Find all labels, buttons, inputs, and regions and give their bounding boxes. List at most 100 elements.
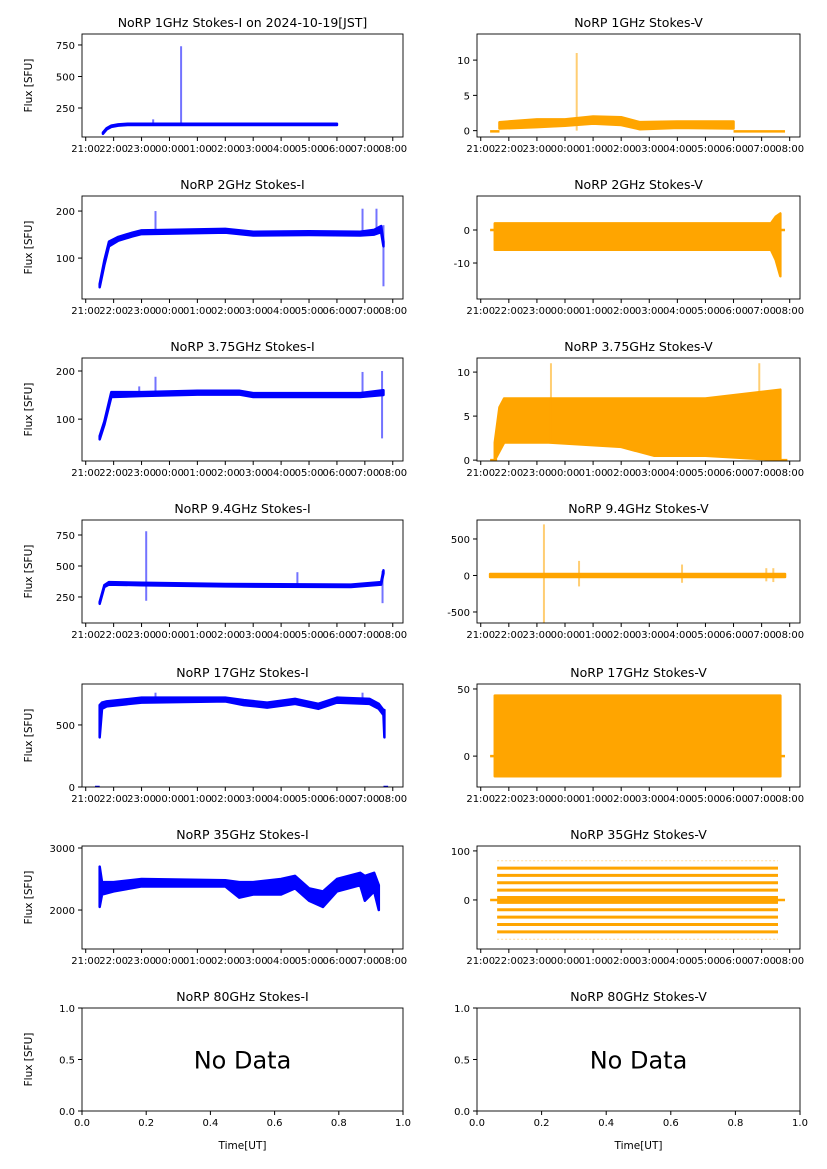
no-data-message: No Data [590,1047,688,1075]
x-tick-label: 04:00 [663,144,692,155]
axes-frame [81,683,404,788]
x-tick-label: 08:00 [775,956,804,967]
x-tick-label: 07:00 [350,794,379,805]
y-tick-label: 2000 [50,906,75,917]
x-tick-label: 0.0 [74,1118,90,1129]
x-tick-label: 05:00 [295,306,324,317]
data-band [98,696,386,739]
x-tick-label: 06:00 [323,144,352,155]
x-tick-label: 05:00 [691,956,720,967]
axes-frame [476,519,801,624]
x-tick-label: 21:00 [71,956,100,967]
x-tick-label: 21:00 [466,630,495,641]
axes-frame [81,519,404,624]
x-tick-label: 04:00 [663,306,692,317]
x-tick-label: 06:00 [323,794,352,805]
x-tick-label: 01:00 [579,306,608,317]
data-band [493,388,782,461]
axes-frame [476,683,801,788]
x-tick-label: 23:00 [127,468,156,479]
x-tick-label: 23:00 [127,794,156,805]
x-tick-label: 05:00 [295,794,324,805]
x-tick-label: 04:00 [267,956,296,967]
x-tick-label: 22:00 [99,306,128,317]
subplot-title: NoRP 80GHz Stokes-V [570,989,707,1004]
x-tick-label: 0.2 [534,1118,550,1129]
y-tick-label: 10 [457,368,470,379]
x-tick-label: 01:00 [579,956,608,967]
x-tick-label: 01:00 [183,956,212,967]
y-tick-label: 250 [56,593,75,604]
x-tick-label: 21:00 [71,306,100,317]
x-tick-label: 05:00 [691,794,720,805]
plot-area [98,208,385,289]
x-tick-label: 00:00 [155,468,184,479]
x-tick-label: 22:00 [99,630,128,641]
y-tick-label: 3000 [50,844,75,855]
x-tick-label: 07:00 [747,468,776,479]
x-tick-label: 0.4 [202,1118,218,1129]
x-tick-label: 22:00 [494,794,523,805]
x-tick-label: 22:00 [99,794,128,805]
y-tick-label: 200 [56,367,75,378]
y-tick-label: 750 [56,41,75,52]
x-tick-label: 02:00 [211,794,240,805]
x-tick-label: 05:00 [295,630,324,641]
x-tick-label: 00:00 [551,794,580,805]
x-axis-label: Time[UT] [218,1140,267,1152]
subplot-title: NoRP 2GHz Stokes-V [574,177,703,192]
x-tick-label: 00:00 [155,794,184,805]
plot-area [98,370,385,441]
data-band [98,569,385,606]
x-tick-label: 08:00 [775,468,804,479]
subplot-9: NoRP 17GHz Stokes-V21:00 22:00 23:00 00:00 0… [457,665,804,805]
x-tick-label: 06:00 [719,468,748,479]
y-tick-label: 100 [451,847,470,858]
x-tick-label: 01:00 [579,630,608,641]
x-tick-label: 02:00 [607,144,636,155]
y-tick-label: 500 [56,721,75,732]
x-tick-label: 04:00 [663,956,692,967]
x-tick-label: 22:00 [494,144,523,155]
x-tick-label: 1.0 [395,1118,411,1129]
x-tick-label: 21:00 [71,794,100,805]
y-tick-label: 750 [56,531,75,542]
x-tick-label: 0.6 [663,1118,679,1129]
x-tick-label: 03:00 [635,306,664,317]
x-tick-label: 21:00 [466,144,495,155]
subplot-title: NoRP 80GHz Stokes-I [176,989,308,1004]
data-band [101,122,339,136]
x-tick-label: 04:00 [267,468,296,479]
subplot-title: NoRP 3.75GHz Stokes-V [564,339,713,354]
plot-area [95,692,389,787]
y-tick-label: 0 [464,752,470,763]
x-tick-label: 04:00 [663,468,692,479]
x-tick-label: 08:00 [775,306,804,317]
x-tick-label: 06:00 [323,630,352,641]
y-tick-label: -500 [447,608,470,619]
x-tick-label: 03:00 [635,794,664,805]
subplot-title: NoRP 1GHz Stokes-V [574,15,703,30]
axes-frame [476,845,801,950]
x-tick-label: 07:00 [350,144,379,155]
x-tick-label: 05:00 [295,468,324,479]
axes-frame [81,845,404,950]
x-tick-label: 08:00 [378,144,407,155]
x-tick-label: 00:00 [155,144,184,155]
x-tick-label: 02:00 [211,630,240,641]
x-tick-label: 08:00 [378,956,407,967]
x-tick-label: 23:00 [127,306,156,317]
subplot-title: NoRP 9.4GHz Stokes-V [568,501,709,516]
x-tick-label: 08:00 [378,468,407,479]
x-tick-label: 07:00 [350,306,379,317]
x-tick-label: 08:00 [378,794,407,805]
x-tick-label: 08:00 [775,630,804,641]
x-tick-label: 21:00 [466,468,495,479]
data-band [98,224,385,289]
subplot-5: NoRP 3.75GHz Stokes-V 21:00 22:00 23:00 00:0… [457,339,804,479]
y-tick-label: 500 [56,72,75,83]
x-tick-label: 01:00 [579,144,608,155]
y-axis-label: Flux [SFU] [23,1033,35,1087]
